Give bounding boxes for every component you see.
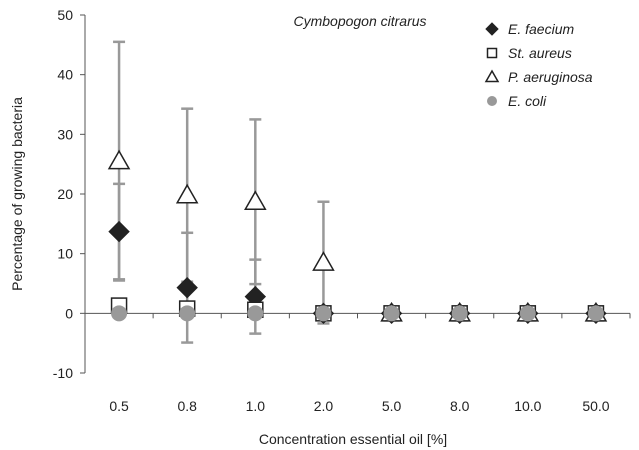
e-coli-point bbox=[247, 305, 264, 322]
e-coli-point bbox=[587, 305, 604, 322]
legend-label-e-faecium: E. faecium bbox=[508, 21, 574, 37]
x-tick-label: 2.0 bbox=[314, 398, 334, 414]
p-aeruginosa-point bbox=[107, 149, 131, 170]
x-axis-title: Concentration essential oil [%] bbox=[259, 431, 447, 447]
legend-label-p-aeruginosa: P. aeruginosa bbox=[508, 69, 593, 85]
e-coli-point bbox=[383, 305, 400, 322]
y-tick-label: 0 bbox=[65, 305, 73, 321]
y-tick-label: 30 bbox=[57, 126, 73, 142]
x-tick-label: 10.0 bbox=[514, 398, 541, 414]
legend-marker-e-faecium bbox=[485, 22, 499, 36]
y-tick-label: -10 bbox=[53, 365, 73, 381]
legend-label-e-coli: E. coli bbox=[508, 93, 547, 109]
chart-title: Cymbopogon citrarus bbox=[293, 13, 426, 29]
e-coli-point bbox=[111, 305, 128, 322]
data-points bbox=[107, 149, 608, 325]
legend: E. faecium St. aureus P. aeruginosa E. coli bbox=[484, 21, 593, 109]
e-coli-point bbox=[179, 305, 196, 322]
y-tick-label: 40 bbox=[57, 67, 73, 83]
y-axis-title: Percentage of growing bacteria bbox=[9, 97, 25, 291]
p-aeruginosa-point bbox=[175, 183, 199, 204]
x-tick-label: 8.0 bbox=[450, 398, 470, 414]
axes: -10 0 10 20 30 40 50 0.5 0.8 1.0 2.0 5.0 8.0 10.0 50.0 bbox=[53, 7, 631, 414]
y-tick-label: 50 bbox=[57, 7, 73, 23]
e-coli-point bbox=[519, 305, 536, 322]
error-bars bbox=[113, 40, 330, 344]
legend-marker-st-aureus bbox=[486, 47, 498, 59]
x-tick-label: 5.0 bbox=[382, 398, 402, 414]
x-tick-label: 0.8 bbox=[177, 398, 197, 414]
x-tick-label: 0.5 bbox=[109, 398, 129, 414]
e-coli-point bbox=[451, 305, 468, 322]
e-faecium-point bbox=[108, 220, 130, 243]
legend-marker-e-coli bbox=[487, 96, 497, 106]
e-faecium-point bbox=[176, 276, 198, 299]
y-tick-label: 20 bbox=[57, 186, 73, 202]
p-aeruginosa-point bbox=[244, 190, 267, 211]
e-coli-point bbox=[315, 305, 332, 322]
legend-marker-p-aeruginosa bbox=[484, 69, 500, 83]
x-tick-label: 50.0 bbox=[582, 398, 609, 414]
y-tick-label: 10 bbox=[57, 246, 73, 262]
legend-label-st-aureus: St. aureus bbox=[508, 45, 572, 61]
p-aeruginosa-point bbox=[312, 251, 335, 271]
x-tick-label: 1.0 bbox=[246, 398, 266, 414]
